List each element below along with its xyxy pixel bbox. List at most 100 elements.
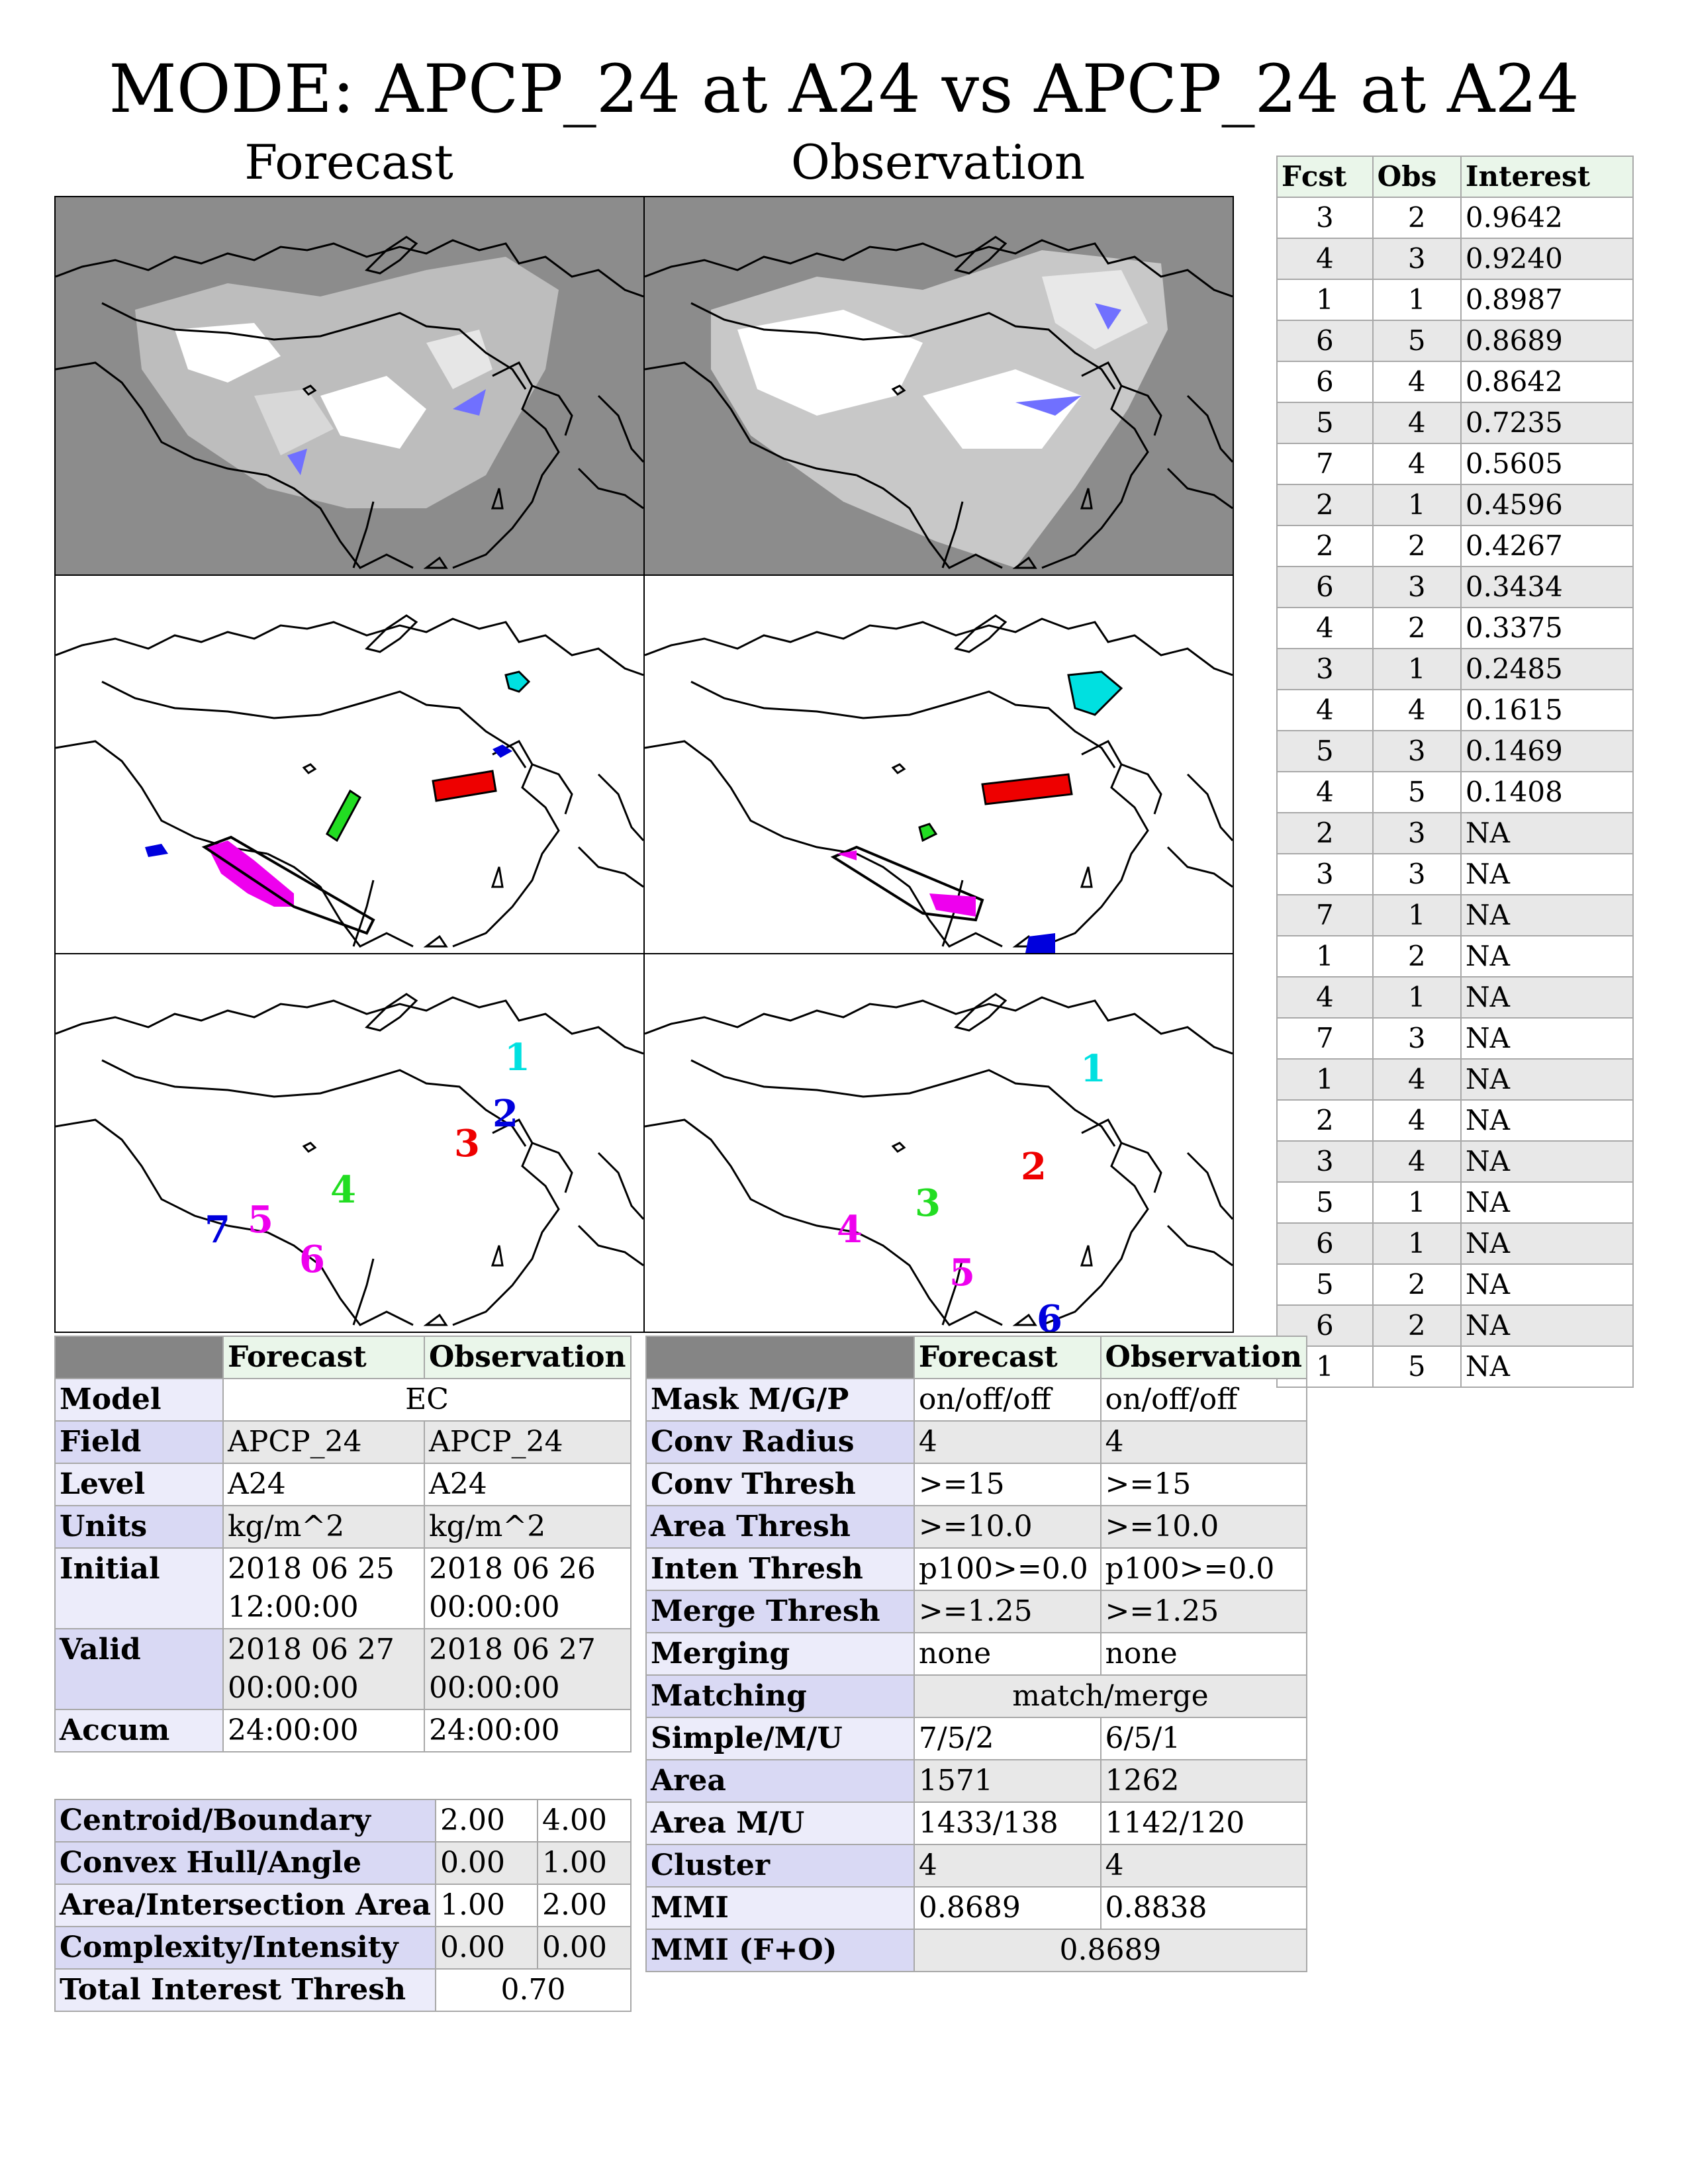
stats-value-both: match/merge: [914, 1675, 1307, 1717]
pair-row: 1 4 NA: [1277, 1059, 1633, 1100]
pair-interest-cell: 0.7235: [1461, 402, 1633, 443]
pair-row: 3 1 0.2485: [1277, 649, 1633, 690]
pair-fcst-cell: 2: [1277, 813, 1373, 854]
pair-fcst-cell: 5: [1277, 1264, 1373, 1305]
pair-interest-cell: NA: [1461, 1264, 1633, 1305]
info-model-value: EC: [223, 1379, 631, 1421]
stats-row: Conv Thresh >=15 >=15: [646, 1463, 1307, 1506]
weight-label-3: Complexity/Intensity: [55, 1927, 436, 1969]
pair-interest-cell: NA: [1461, 977, 1633, 1018]
stats-value-obs: 1262: [1101, 1760, 1307, 1802]
pair-row: 4 5 0.1408: [1277, 772, 1633, 813]
pair-obs-cell: 2: [1373, 197, 1461, 238]
pair-obs-cell: 3: [1373, 1018, 1461, 1059]
stats-value-fcst: 0.8689: [914, 1887, 1101, 1929]
stats-header-forecast: Forecast: [914, 1336, 1101, 1379]
pair-row: 2 4 NA: [1277, 1100, 1633, 1141]
pair-obs-cell: 1: [1373, 1182, 1461, 1223]
stats-value-fcst: none: [914, 1633, 1101, 1675]
pair-obs-cell: 3: [1373, 854, 1461, 895]
weight-b-3: 0.00: [538, 1927, 631, 1969]
forecast-object-label-7: 7: [205, 1208, 230, 1251]
info-valid-fcst-time: 00:00:00: [228, 1669, 420, 1707]
pair-fcst-cell: 1: [1277, 936, 1373, 977]
stats-row: Area Thresh >=10.0 >=10.0: [646, 1506, 1307, 1548]
observation-object-label-4: 4: [837, 1208, 863, 1251]
info-units-obs: kg/m^2: [424, 1506, 631, 1548]
pair-interest-cell: NA: [1461, 1223, 1633, 1264]
pair-fcst-cell: 4: [1277, 977, 1373, 1018]
stats-value-obs: none: [1101, 1633, 1307, 1675]
pair-row: 3 3 NA: [1277, 854, 1633, 895]
pair-row: 2 1 0.4596: [1277, 484, 1633, 525]
pair-fcst-cell: 1: [1277, 279, 1373, 320]
pair-row: 4 2 0.3375: [1277, 608, 1633, 649]
pair-interest-cell: NA: [1461, 895, 1633, 936]
stats-value-fcst: 1433/138: [914, 1802, 1101, 1844]
info-header-forecast: Forecast: [223, 1336, 424, 1379]
pair-obs-cell: 3: [1373, 567, 1461, 608]
stats-label: Conv Thresh: [646, 1463, 914, 1506]
pair-row: 5 3 0.1469: [1277, 731, 1633, 772]
weight-a-1: 0.00: [436, 1842, 538, 1884]
pair-fcst-cell: 1: [1277, 1059, 1373, 1100]
stats-value-obs: >=1.25: [1101, 1590, 1307, 1633]
info-model-label: Model: [55, 1379, 223, 1421]
pair-obs-cell: 5: [1373, 320, 1461, 361]
info-valid-fcst-date: 2018 06 27: [228, 1631, 420, 1669]
info-initial-obs-time: 00:00:00: [429, 1588, 626, 1627]
stats-label: MMI: [646, 1887, 914, 1929]
observation-labels-map: 1 2 3 4 5 6: [643, 953, 1234, 1333]
pair-obs-cell: 4: [1373, 1059, 1461, 1100]
pair-obs-cell: 4: [1373, 361, 1461, 402]
info-header-observation: Observation: [424, 1336, 631, 1379]
pair-row: 7 1 NA: [1277, 895, 1633, 936]
stats-row: Matching match/merge: [646, 1675, 1307, 1717]
pair-interest-cell: 0.9240: [1461, 238, 1633, 279]
stats-value-obs: >=10.0: [1101, 1506, 1307, 1548]
stats-label: Area Thresh: [646, 1506, 914, 1548]
stats-label: Matching: [646, 1675, 914, 1717]
pair-fcst-cell: 4: [1277, 690, 1373, 731]
pair-obs-cell: 2: [1373, 525, 1461, 567]
info-level-obs: A24: [424, 1463, 631, 1506]
pair-interest-cell: 0.1469: [1461, 731, 1633, 772]
info-initial-fcst-date: 2018 06 25: [228, 1550, 420, 1588]
forecast-object-label-3: 3: [454, 1122, 480, 1165]
pair-fcst-cell: 2: [1277, 1100, 1373, 1141]
pair-fcst-cell: 6: [1277, 567, 1373, 608]
info-accum-obs: 24:00:00: [424, 1709, 631, 1752]
stats-value-obs: >=15: [1101, 1463, 1307, 1506]
pair-row: 2 2 0.4267: [1277, 525, 1633, 567]
pair-interest-cell: 0.9642: [1461, 197, 1633, 238]
stats-row: Cluster 4 4: [646, 1844, 1307, 1887]
stats-label: Inten Thresh: [646, 1548, 914, 1590]
pair-obs-cell: 5: [1373, 772, 1461, 813]
stats-value-obs: p100>=0.0: [1101, 1548, 1307, 1590]
info-valid-obs-time: 00:00:00: [429, 1669, 626, 1707]
stats-label: Area M/U: [646, 1802, 914, 1844]
stats-value-fcst: 7/5/2: [914, 1717, 1101, 1760]
pair-interest-cell: 0.4267: [1461, 525, 1633, 567]
pair-interest-cell: 0.8987: [1461, 279, 1633, 320]
weight-label-1: Convex Hull/Angle: [55, 1842, 436, 1884]
stats-label: Conv Radius: [646, 1421, 914, 1463]
pair-obs-cell: 2: [1373, 1264, 1461, 1305]
pair-obs-cell: 1: [1373, 1223, 1461, 1264]
stats-label: Merging: [646, 1633, 914, 1675]
observation-object-label-5: 5: [949, 1251, 975, 1295]
object-stats-table: Forecast Observation Mask M/G/P on/off/of…: [645, 1336, 1307, 1972]
stats-row: Mask M/G/P on/off/off on/off/off: [646, 1379, 1307, 1421]
observation-object-label-3: 3: [915, 1181, 941, 1225]
stats-row: Area M/U 1433/138 1142/120: [646, 1802, 1307, 1844]
stats-header-blank: [646, 1336, 914, 1379]
pair-obs-cell: 4: [1373, 690, 1461, 731]
info-units-fcst: kg/m^2: [223, 1506, 424, 1548]
weight-b-1: 1.00: [538, 1842, 631, 1884]
forecast-object-label-2: 2: [492, 1092, 518, 1136]
weight-a-0: 2.00: [436, 1799, 538, 1842]
pair-row: 6 4 0.8642: [1277, 361, 1633, 402]
pair-interest-cell: NA: [1461, 936, 1633, 977]
pair-row: 1 2 NA: [1277, 936, 1633, 977]
pair-row: 5 2 NA: [1277, 1264, 1633, 1305]
